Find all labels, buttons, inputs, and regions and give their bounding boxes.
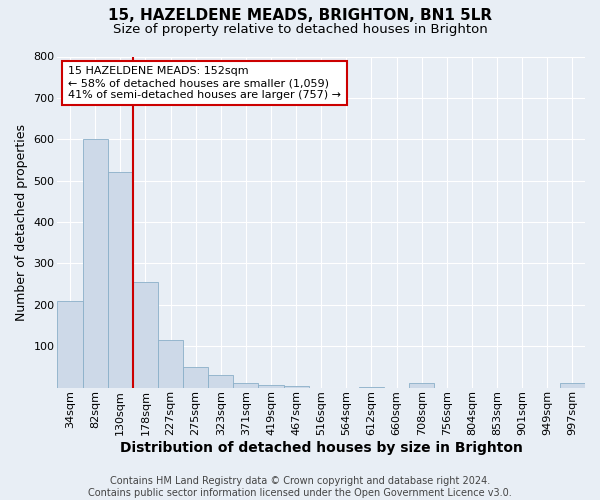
Bar xyxy=(284,386,308,388)
Text: 15, HAZELDENE MEADS, BRIGHTON, BN1 5LR: 15, HAZELDENE MEADS, BRIGHTON, BN1 5LR xyxy=(108,8,492,22)
Text: 15 HAZELDENE MEADS: 152sqm
← 58% of detached houses are smaller (1,059)
41% of s: 15 HAZELDENE MEADS: 152sqm ← 58% of deta… xyxy=(68,66,341,100)
Text: Size of property relative to detached houses in Brighton: Size of property relative to detached ho… xyxy=(113,22,487,36)
Bar xyxy=(560,384,585,388)
Bar xyxy=(58,300,83,388)
Text: Contains HM Land Registry data © Crown copyright and database right 2024.
Contai: Contains HM Land Registry data © Crown c… xyxy=(88,476,512,498)
Bar xyxy=(208,375,233,388)
Bar xyxy=(108,172,133,388)
Bar xyxy=(133,282,158,388)
Bar xyxy=(83,140,108,388)
Y-axis label: Number of detached properties: Number of detached properties xyxy=(15,124,28,320)
Bar xyxy=(183,367,208,388)
Bar xyxy=(359,386,384,388)
Bar xyxy=(158,340,183,388)
Bar xyxy=(409,384,434,388)
X-axis label: Distribution of detached houses by size in Brighton: Distribution of detached houses by size … xyxy=(120,441,523,455)
Bar xyxy=(233,384,259,388)
Bar xyxy=(259,386,284,388)
